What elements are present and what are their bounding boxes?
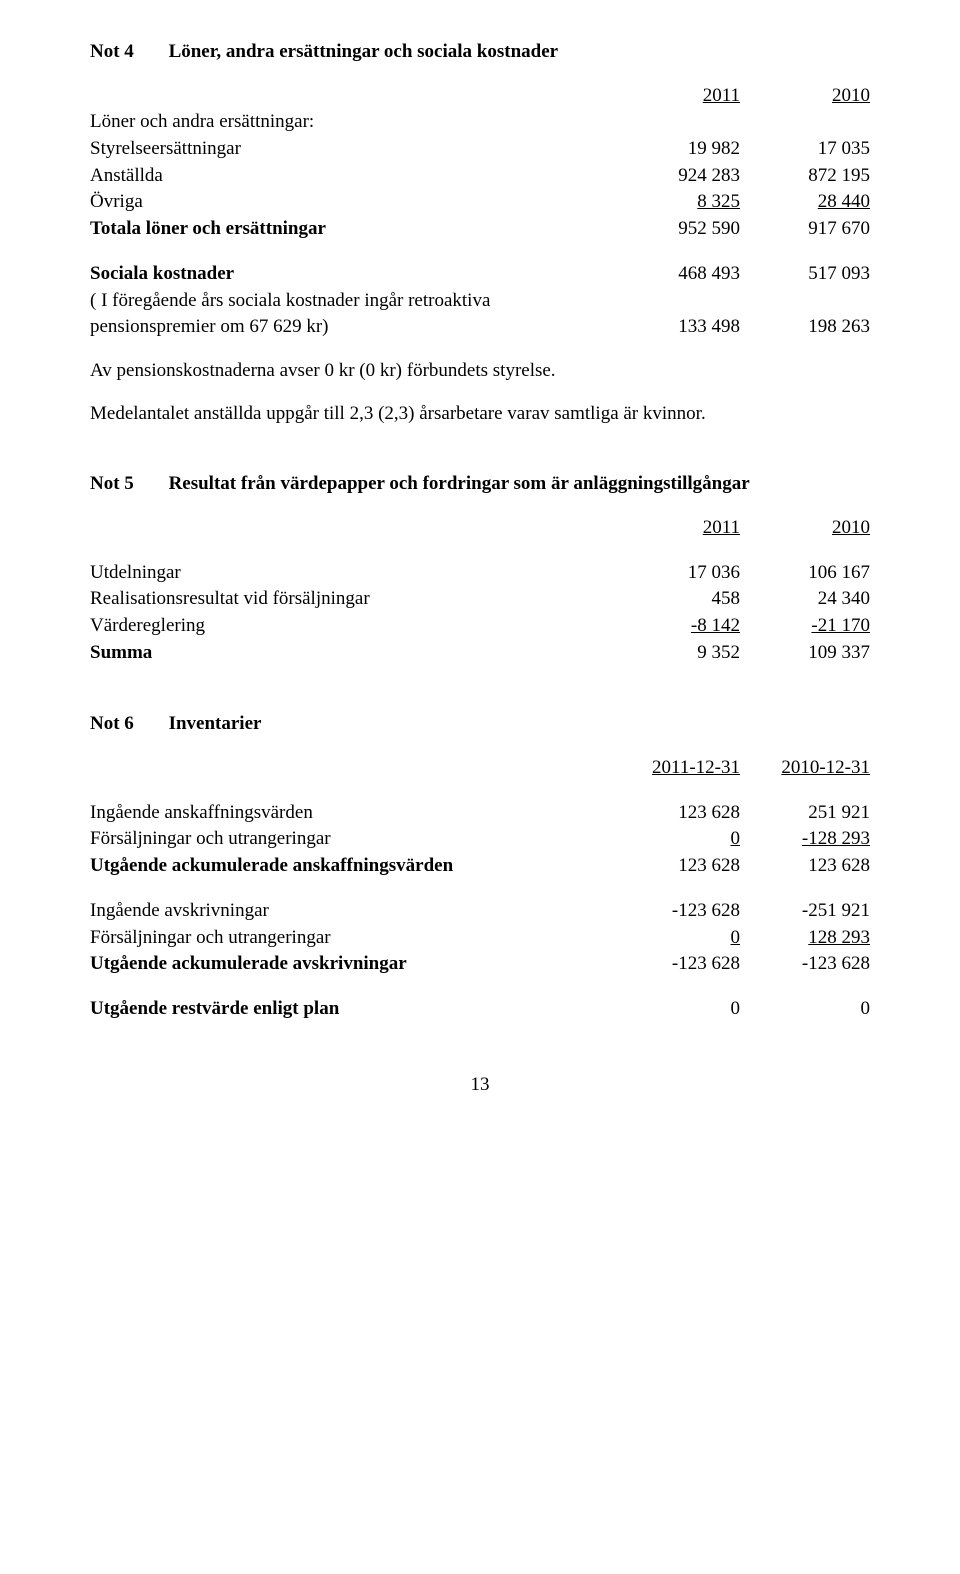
row-value: 128 293 [740, 925, 870, 952]
note-6-table: 2011-12-31 2010-12-31 Ingående anskaffni… [90, 755, 870, 1023]
row-label: Styrelseersättningar [90, 136, 610, 163]
row-label: Övriga [90, 189, 610, 216]
row-value: -123 628 [740, 951, 870, 978]
row-value: 458 [610, 586, 740, 613]
row-value: -21 170 [740, 613, 870, 640]
row-value: 106 167 [740, 560, 870, 587]
note-6-section: Not 6 Inventarier 2011-12-31 2010-12-31 … [90, 712, 870, 1022]
table-row: 2011 2010 [90, 83, 870, 110]
row-label: Anställda [90, 163, 610, 190]
row-value: 198 263 [740, 314, 870, 341]
note-5-section: Not 5 Resultat från värdepapper och ford… [90, 472, 870, 666]
year-header: 2010 [740, 515, 870, 542]
row-value: 0 [610, 996, 740, 1023]
note-4-header: Not 4 Löner, andra ersättningar och soci… [90, 40, 870, 65]
table-row: Värdereglering -8 142 -21 170 [90, 613, 870, 640]
note-4-section: Not 4 Löner, andra ersättningar och soci… [90, 40, 870, 426]
row-value: -123 628 [610, 951, 740, 978]
year-header: 2011 [610, 83, 740, 110]
table-row: pensionspremier om 67 629 kr) 133 498 19… [90, 314, 870, 341]
note-6-label: Not 6 [90, 712, 134, 737]
note-5-label: Not 5 [90, 472, 134, 497]
table-row: Utgående ackumulerade anskaffningsvärden… [90, 853, 870, 880]
row-label: Totala löner och ersättningar [90, 216, 610, 243]
row-value: 123 628 [740, 853, 870, 880]
row-value: 24 340 [740, 586, 870, 613]
table-row: Realisationsresultat vid försäljningar 4… [90, 586, 870, 613]
table-row: Försäljningar och utrangeringar 0 -128 2… [90, 826, 870, 853]
row-label: Summa [90, 640, 610, 667]
table-row: Totala löner och ersättningar 952 590 91… [90, 216, 870, 243]
table-row: Sociala kostnader 468 493 517 093 [90, 261, 870, 288]
table-row: Ingående avskrivningar -123 628 -251 921 [90, 898, 870, 925]
table-row: Utdelningar 17 036 106 167 [90, 560, 870, 587]
row-value: 17 036 [610, 560, 740, 587]
row-value: -128 293 [740, 826, 870, 853]
table-row: Summa 9 352 109 337 [90, 640, 870, 667]
note-4-label: Not 4 [90, 40, 134, 65]
table-row: Ingående anskaffningsvärden 123 628 251 … [90, 800, 870, 827]
row-label: Försäljningar och utrangeringar [90, 826, 610, 853]
row-label: Försäljningar och utrangeringar [90, 925, 610, 952]
row-label: Utgående ackumulerade avskrivningar [90, 951, 610, 978]
row-value: -251 921 [740, 898, 870, 925]
row-label: Utgående restvärde enligt plan [90, 996, 610, 1023]
row-value: 19 982 [610, 136, 740, 163]
row-label: Realisationsresultat vid försäljningar [90, 586, 610, 613]
note-4-title: Löner, andra ersättningar och sociala ko… [169, 41, 559, 62]
table-row: 2011 2010 [90, 515, 870, 542]
note-5-title: Resultat från värdepapper och fordringar… [169, 473, 750, 494]
row-value: 468 493 [610, 261, 740, 288]
table-row: Utgående restvärde enligt plan 0 0 [90, 996, 870, 1023]
row-value: 517 093 [740, 261, 870, 288]
row-value: 251 921 [740, 800, 870, 827]
note-4-table: 2011 2010 Löner och andra ersättningar: … [90, 83, 870, 341]
row-value: 872 195 [740, 163, 870, 190]
row-label: Ingående anskaffningsvärden [90, 800, 610, 827]
row-value: 28 440 [740, 189, 870, 216]
row-value: 17 035 [740, 136, 870, 163]
table-row: Anställda 924 283 872 195 [90, 163, 870, 190]
row-label: Utgående ackumulerade anskaffningsvärden [90, 853, 610, 880]
row-value: -8 142 [610, 613, 740, 640]
table-row: Löner och andra ersättningar: [90, 109, 870, 136]
table-row: Övriga 8 325 28 440 [90, 189, 870, 216]
table-row: Styrelseersättningar 19 982 17 035 [90, 136, 870, 163]
row-value: 0 [610, 925, 740, 952]
note-5-header: Not 5 Resultat från värdepapper och ford… [90, 472, 870, 497]
row-label: Värdereglering [90, 613, 610, 640]
row-value: 952 590 [610, 216, 740, 243]
row-value: 109 337 [740, 640, 870, 667]
year-header: 2010-12-31 [740, 755, 870, 782]
row-label: Utdelningar [90, 560, 610, 587]
note-4-paragraph: Medelantalet anställda uppgår till 2,3 (… [90, 402, 870, 427]
table-row: 2011-12-31 2010-12-31 [90, 755, 870, 782]
row-label: Sociala kostnader [90, 261, 610, 288]
row-label: ( I föregående års sociala kostnader ing… [90, 288, 610, 315]
row-value: 9 352 [610, 640, 740, 667]
row-value: 0 [740, 996, 870, 1023]
row-label: Ingående avskrivningar [90, 898, 610, 925]
row-value: 133 498 [610, 314, 740, 341]
note-6-header: Not 6 Inventarier [90, 712, 870, 737]
note-6-title: Inventarier [169, 713, 262, 734]
note-5-table: 2011 2010 Utdelningar 17 036 106 167 Rea… [90, 515, 870, 666]
table-row: Utgående ackumulerade avskrivningar -123… [90, 951, 870, 978]
year-header: 2011 [610, 515, 740, 542]
table-row: Försäljningar och utrangeringar 0 128 29… [90, 925, 870, 952]
group-label: Löner och andra ersättningar: [90, 109, 610, 136]
row-value: -123 628 [610, 898, 740, 925]
row-value: 917 670 [740, 216, 870, 243]
table-row: ( I föregående års sociala kostnader ing… [90, 288, 870, 315]
row-label: pensionspremier om 67 629 kr) [90, 314, 610, 341]
note-4-paragraph: Av pensionskostnaderna avser 0 kr (0 kr)… [90, 359, 870, 384]
row-value: 123 628 [610, 853, 740, 880]
page-number: 13 [90, 1073, 870, 1098]
row-value: 0 [610, 826, 740, 853]
row-value: 8 325 [610, 189, 740, 216]
year-header: 2010 [740, 83, 870, 110]
year-header: 2011-12-31 [610, 755, 740, 782]
row-value: 123 628 [610, 800, 740, 827]
row-value: 924 283 [610, 163, 740, 190]
